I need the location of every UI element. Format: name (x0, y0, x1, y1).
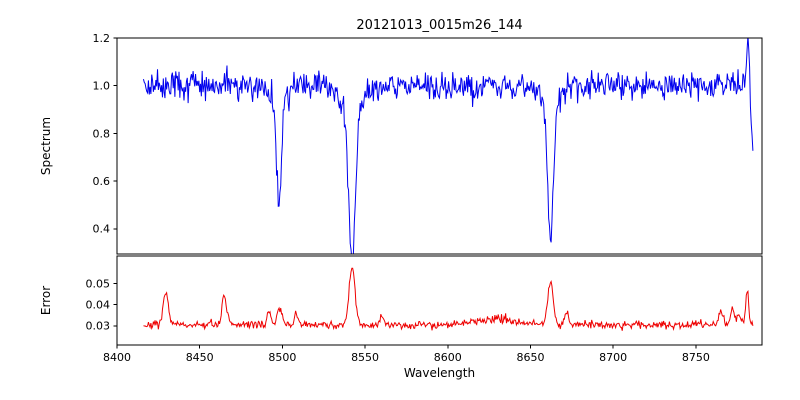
axes-layer: 8400 8450 8500 8550 8600 8650 8700 8750 0.4 0.6 0.… (86, 32, 763, 364)
x-tick-label: 8600 (434, 351, 462, 364)
spectrum-y-tick-label: 0.8 (93, 127, 111, 140)
x-tick-label: 8650 (516, 351, 544, 364)
error-y-tick-label: 0.03 (86, 320, 111, 333)
error-line (143, 267, 754, 331)
spectrum-y-tick-label: 0.6 (93, 175, 111, 188)
y-axis-label-spectrum: Spectrum (39, 117, 53, 175)
x-axis-label: Wavelength (404, 366, 475, 380)
spectrum-line (142, 38, 754, 254)
spectrum-y-tick-label: 1.0 (93, 80, 111, 93)
y-axis-label-error: Error (39, 286, 53, 315)
spectrum-y-tick-label: 1.2 (93, 32, 111, 45)
x-tick-label: 8450 (186, 351, 214, 364)
spectrum-panel-frame (116, 37, 763, 255)
x-tick-label: 8550 (351, 351, 379, 364)
data-layer (142, 38, 754, 331)
x-tick-label: 8750 (682, 351, 710, 364)
x-tick-label: 8700 (599, 351, 627, 364)
x-tick-label: 8400 (103, 351, 131, 364)
error-y-tick-label: 0.04 (86, 299, 111, 312)
spectrum-y-tick-label: 0.4 (93, 223, 111, 236)
chart-title: 20121013_0015m26_144 (356, 18, 522, 33)
error-y-tick-label: 0.05 (86, 277, 111, 290)
x-tick-label: 8500 (268, 351, 296, 364)
error-panel-frame (116, 255, 763, 346)
